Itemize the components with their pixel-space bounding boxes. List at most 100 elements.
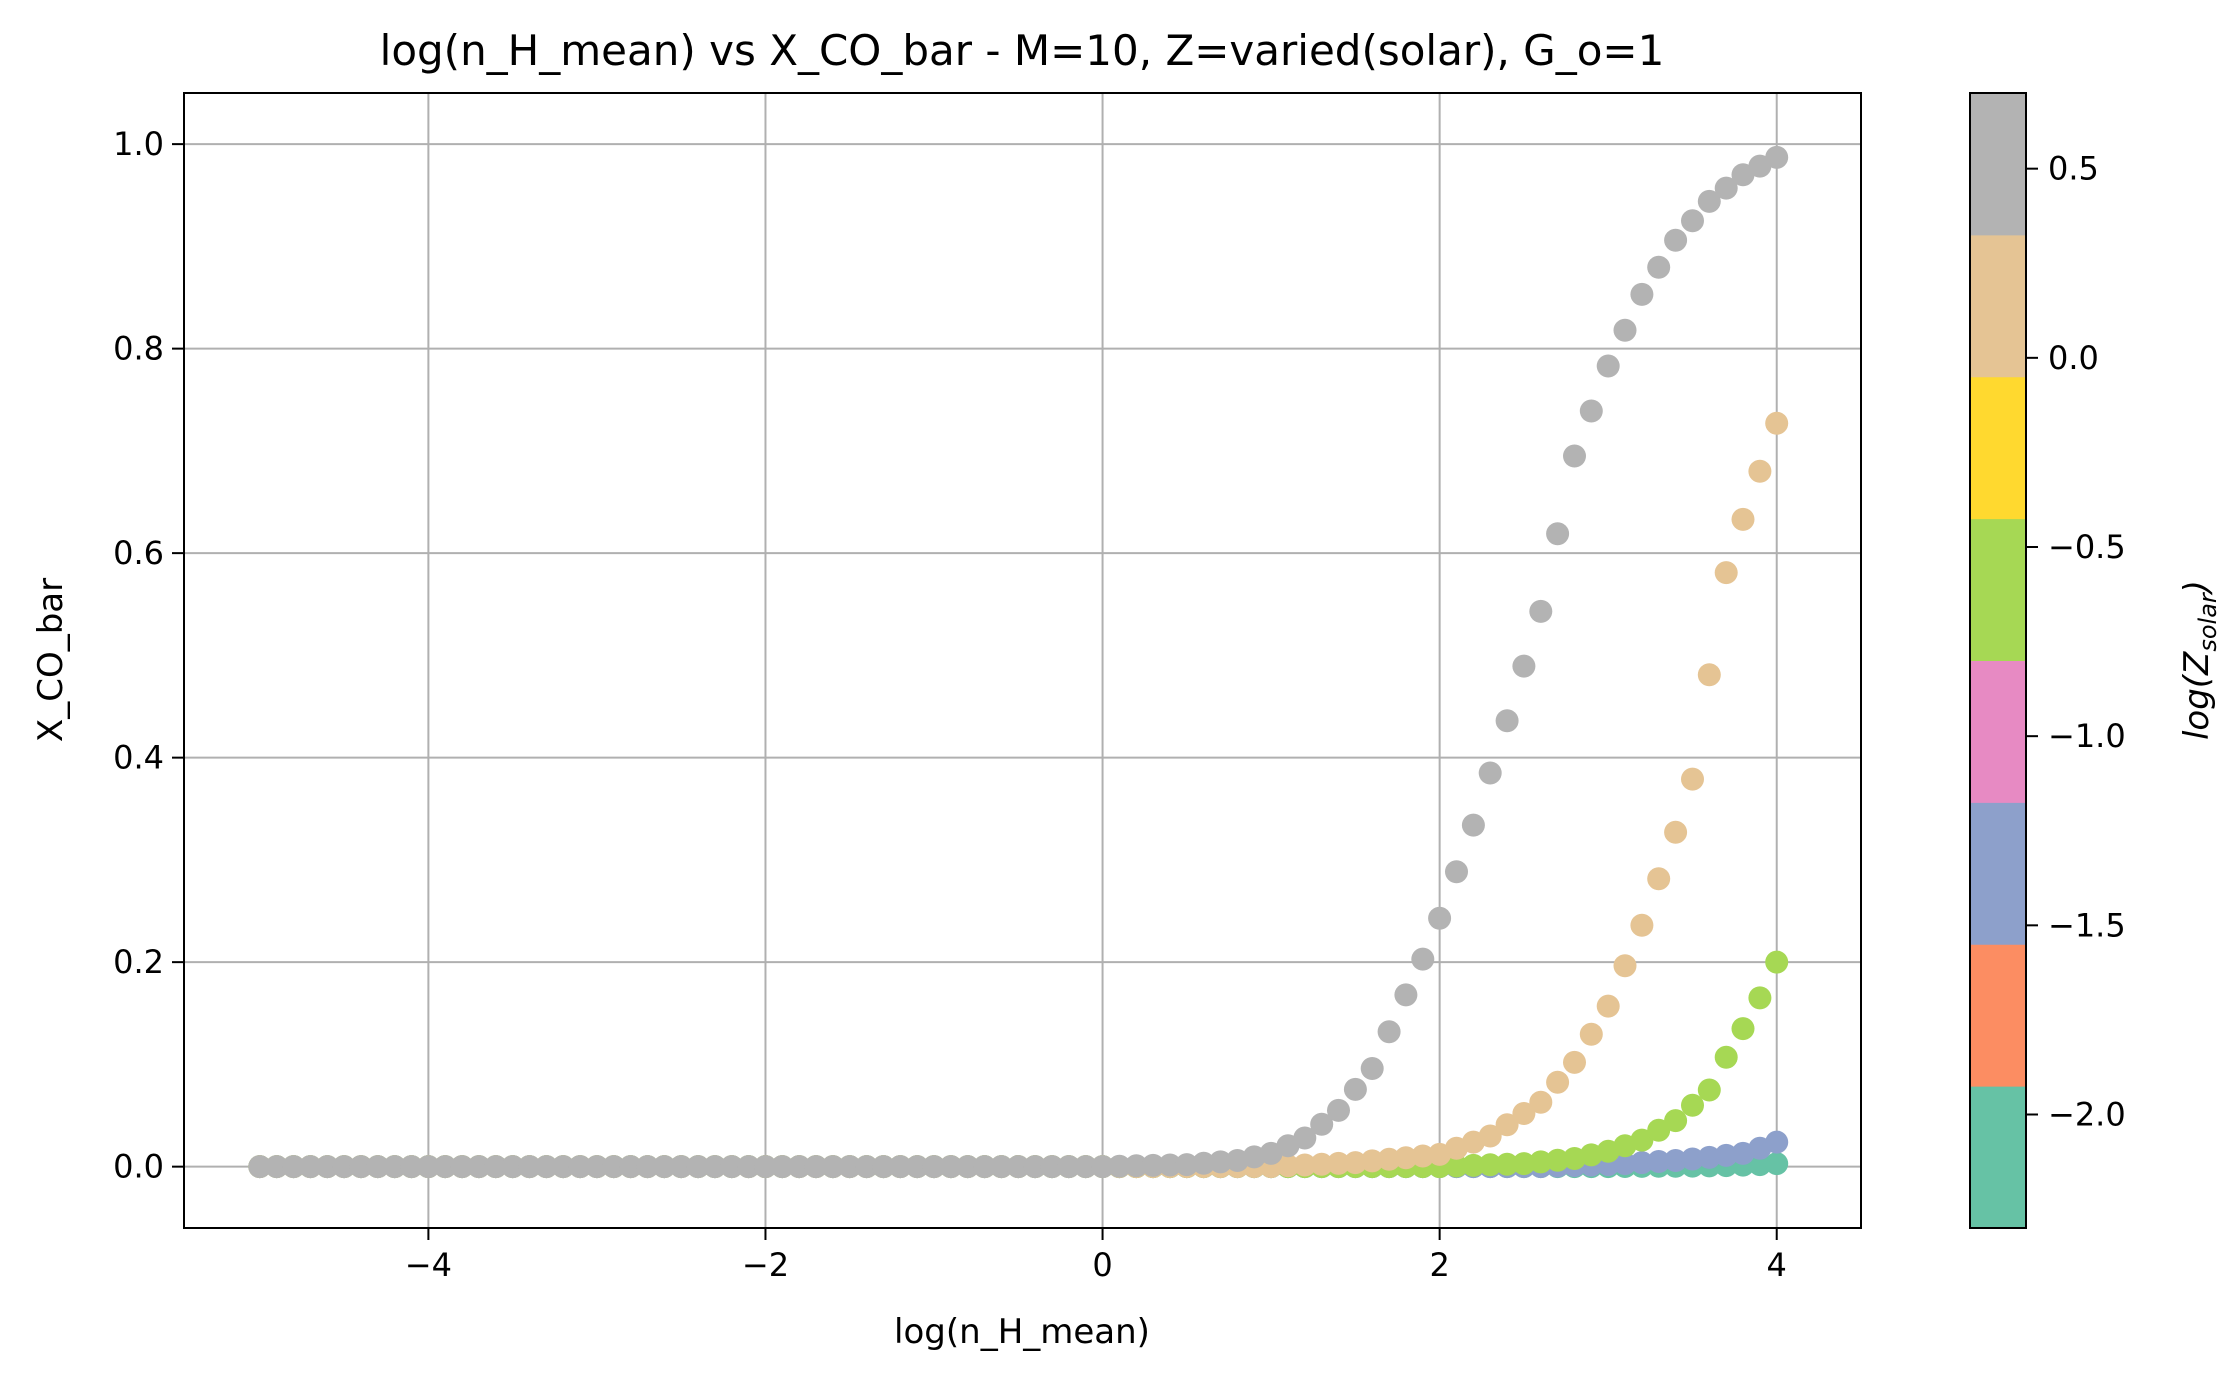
- data-point: [1765, 950, 1789, 974]
- data-point: [1647, 1118, 1671, 1142]
- data-point: [534, 1155, 558, 1179]
- data-point: [467, 1155, 491, 1179]
- colorbar-segment: [1970, 1086, 2026, 1229]
- data-point: [989, 1155, 1013, 1179]
- y-axis-ticks: 0.0 0.2 0.4 0.6 0.8 1.0: [113, 125, 184, 1186]
- colorbar-tick-label: 0.0: [2048, 339, 2099, 377]
- data-point: [315, 1155, 339, 1179]
- data-point: [349, 1155, 373, 1179]
- data-point: [1630, 1128, 1654, 1152]
- x-tick-label: 4: [1767, 1246, 1787, 1284]
- data-point: [282, 1155, 306, 1179]
- x-axis-label: log(n_H_mean): [894, 1312, 1150, 1352]
- data-point: [619, 1155, 643, 1179]
- data-point: [720, 1155, 744, 1179]
- data-point: [1529, 1150, 1553, 1174]
- data-point: [568, 1155, 592, 1179]
- data-point: [1343, 1151, 1367, 1175]
- data-point: [1563, 444, 1586, 468]
- colorbar-tick-label: −1.5: [2048, 906, 2126, 944]
- data-point: [1731, 507, 1755, 531]
- data-point: [1327, 1098, 1350, 1122]
- data-point: [821, 1155, 845, 1179]
- data-point: [518, 1155, 541, 1179]
- data-point: [1091, 1155, 1115, 1179]
- data-point: [1748, 986, 1772, 1010]
- grid-lines: [184, 93, 1861, 1228]
- data-point: [1495, 709, 1519, 733]
- data-point: [332, 1155, 356, 1179]
- data-point: [1461, 1153, 1485, 1177]
- colorbar-segment: [1970, 944, 2026, 1087]
- data-point: [1613, 954, 1637, 978]
- data-point: [1681, 767, 1704, 791]
- data-point: [1377, 1020, 1401, 1044]
- data-point: [1613, 318, 1637, 342]
- data-point: [383, 1155, 407, 1179]
- data-point: [1175, 1153, 1199, 1177]
- data-point: [737, 1155, 761, 1179]
- colorbar-segment: [1970, 376, 2026, 520]
- y-axis-label: X_CO_bar: [31, 578, 71, 742]
- data-point: [1647, 255, 1671, 279]
- data-point: [838, 1155, 862, 1179]
- series-group: [248, 145, 1789, 1179]
- data-point: [1697, 663, 1721, 687]
- data-point: [1428, 906, 1452, 930]
- chart-title: log(n_H_mean) vs X_CO_bar - M=10, Z=vari…: [380, 26, 1665, 75]
- data-point: [636, 1155, 659, 1179]
- data-point: [1445, 860, 1468, 884]
- data-point: [1006, 1155, 1030, 1179]
- data-point: [1681, 1147, 1704, 1171]
- data-point: [1360, 1057, 1384, 1080]
- data-point: [804, 1155, 828, 1179]
- data-point: [433, 1155, 457, 1179]
- data-point: [1529, 599, 1553, 623]
- data-points: [248, 145, 1789, 1179]
- data-point: [551, 1155, 575, 1179]
- y-tick-label: 0.4: [113, 739, 164, 777]
- y-tick-label: 0.2: [113, 943, 164, 981]
- x-axis-ticks: −4 −2 0 2 4: [405, 1228, 1787, 1284]
- data-point: [1209, 1150, 1232, 1174]
- data-point: [400, 1155, 423, 1179]
- data-point: [1495, 1113, 1519, 1137]
- data-point: [1394, 1146, 1418, 1170]
- data-point: [1293, 1153, 1317, 1177]
- data-point: [1563, 1050, 1586, 1074]
- data-point: [669, 1155, 693, 1179]
- data-point: [1343, 1077, 1367, 1101]
- data-point: [1697, 1145, 1721, 1169]
- data-point: [1124, 1154, 1148, 1178]
- data-point: [366, 1155, 390, 1179]
- x-tick-label: −4: [405, 1246, 452, 1284]
- data-point: [872, 1155, 895, 1179]
- data-point: [416, 1155, 440, 1179]
- data-point: [1478, 761, 1502, 785]
- data-point: [1596, 354, 1620, 378]
- data-point: [1512, 1102, 1536, 1125]
- data-point: [1714, 561, 1738, 585]
- data-point: [1158, 1153, 1182, 1177]
- data-point: [1445, 1154, 1468, 1178]
- data-point: [1411, 1144, 1435, 1168]
- y-tick-label: 0.0: [113, 1148, 164, 1186]
- data-point: [1765, 1130, 1789, 1154]
- colorbar-ticks: −2.0 −1.5 −1.0 −0.5 0.0 0.5: [2026, 150, 2126, 1134]
- data-point: [1579, 399, 1603, 423]
- data-point: [265, 1155, 289, 1179]
- data-point: [1664, 1149, 1688, 1172]
- colorbar-tick-label: 0.5: [2048, 150, 2099, 188]
- data-point: [1579, 1022, 1603, 1046]
- data-point: [787, 1155, 811, 1179]
- data-point: [1023, 1155, 1047, 1179]
- y-tick-label: 0.8: [113, 330, 164, 368]
- data-point: [1765, 411, 1789, 435]
- data-point: [450, 1155, 474, 1179]
- data-point: [1647, 1150, 1671, 1173]
- data-point: [1546, 1070, 1570, 1094]
- data-point: [686, 1155, 710, 1179]
- data-point: [703, 1155, 727, 1179]
